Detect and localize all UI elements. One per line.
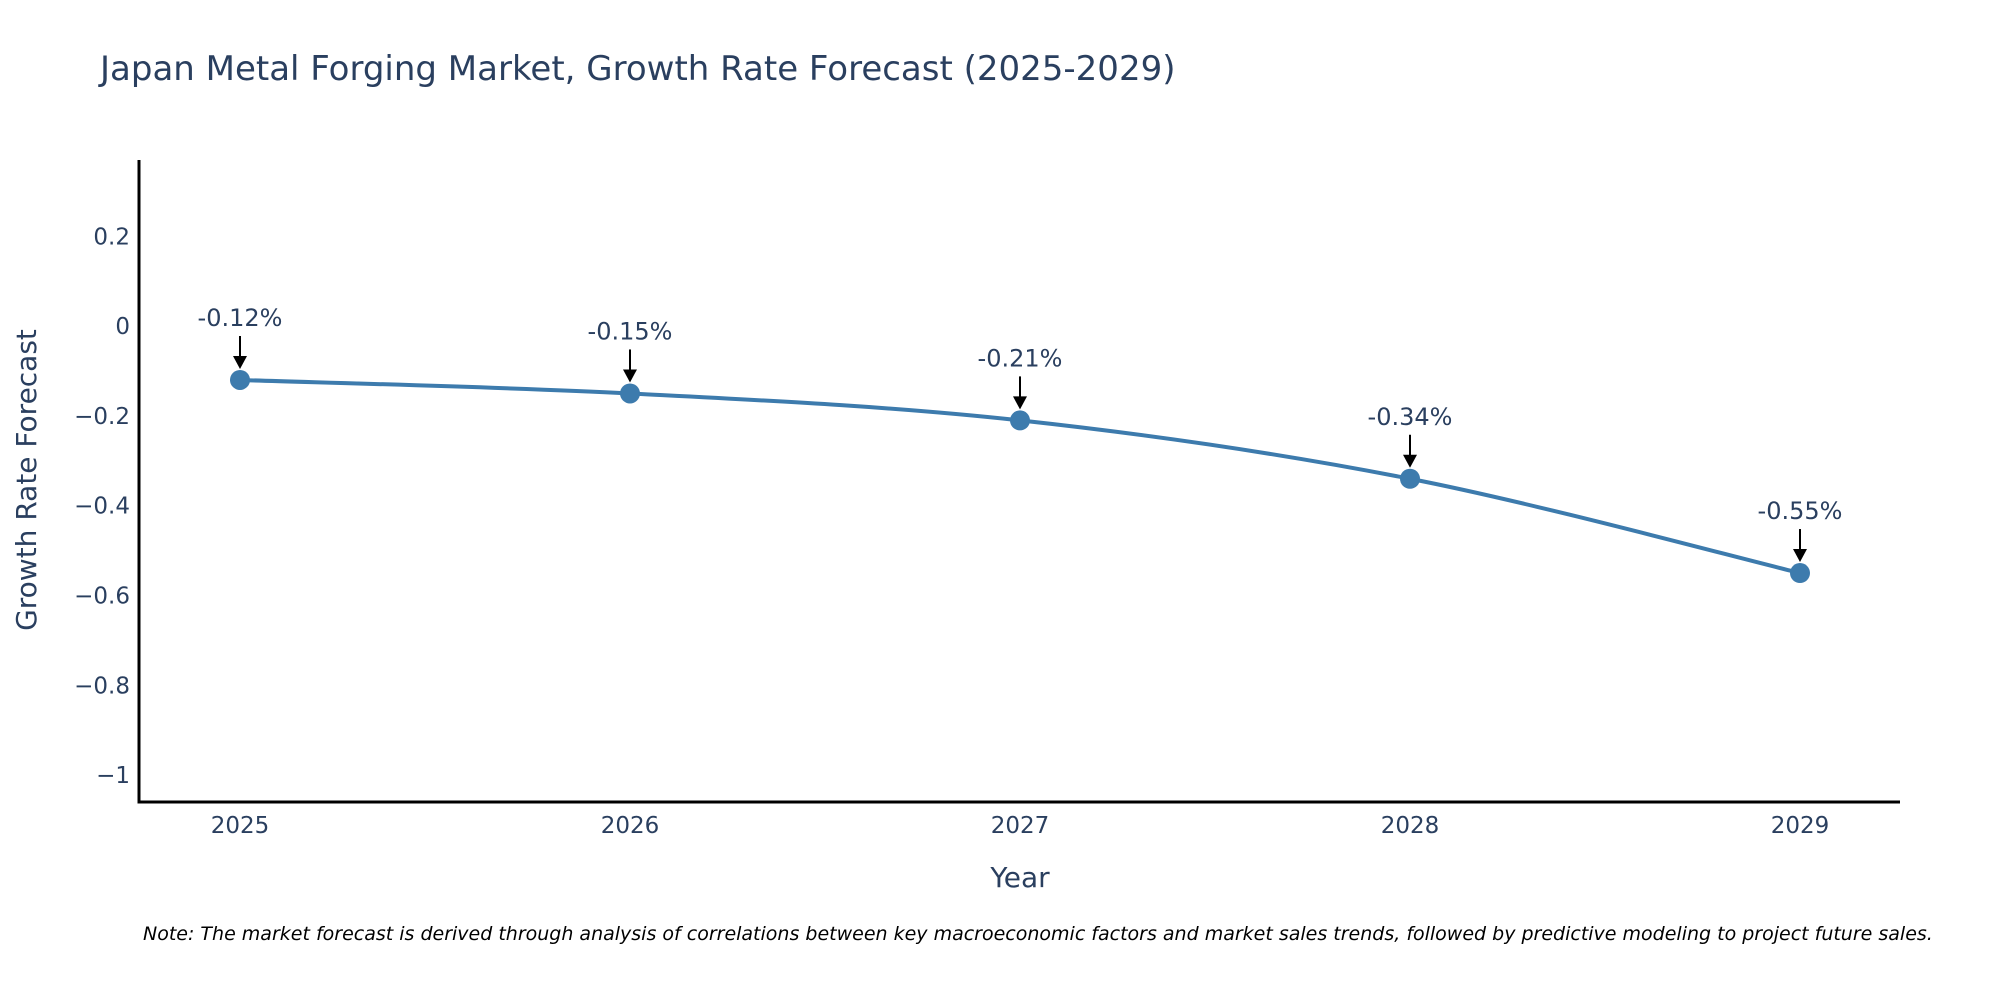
data-label-annotations: -0.12% -0.15% -0.21% -0.34% -0.55% — [198, 304, 1843, 563]
x-tick-label: 2025 — [211, 813, 270, 839]
data-label: -0.15% — [588, 317, 673, 345]
x-tick-label: 2029 — [1771, 813, 1830, 839]
data-points — [230, 369, 1810, 584]
data-label: -0.55% — [1758, 497, 1843, 525]
data-point — [1790, 563, 1810, 584]
y-tick-label: 0 — [115, 314, 130, 340]
data-point — [1010, 410, 1030, 431]
annotation-arrow-head — [623, 369, 637, 383]
x-tick-label: 2027 — [991, 813, 1050, 839]
x-axis-title: Year — [989, 861, 1050, 894]
data-point — [620, 383, 640, 404]
data-point — [230, 369, 250, 390]
x-tick-label: 2028 — [1381, 813, 1440, 839]
x-axis-ticks: 2025 2026 2027 2028 2029 — [211, 813, 1830, 839]
y-axis-title: Growth Rate Forecast — [10, 329, 43, 631]
y-tick-label: −1 — [96, 763, 130, 789]
y-tick-label: 0.2 — [93, 224, 130, 250]
data-label: -0.12% — [198, 304, 283, 332]
annotation-arrow-head — [233, 355, 247, 369]
data-label: -0.34% — [1368, 403, 1453, 431]
chart-title: Japan Metal Forging Market, Growth Rate … — [98, 49, 1175, 89]
y-tick-label: −0.8 — [74, 673, 130, 699]
annotation-arrow-head — [1013, 396, 1027, 410]
x-tick-label: 2026 — [601, 813, 660, 839]
y-tick-label: −0.4 — [74, 494, 130, 520]
data-label: -0.21% — [978, 344, 1063, 372]
annotation-arrow-head — [1403, 454, 1417, 468]
footnote: Note: The market forecast is derived thr… — [143, 923, 1933, 945]
y-tick-label: −0.2 — [74, 404, 130, 430]
data-point — [1400, 468, 1420, 489]
annotation-arrow-head — [1793, 549, 1807, 563]
y-axis-ticks: 0.2 0 −0.2 −0.4 −0.6 −0.8 −1 — [74, 224, 130, 789]
y-tick-label: −0.6 — [74, 583, 130, 609]
